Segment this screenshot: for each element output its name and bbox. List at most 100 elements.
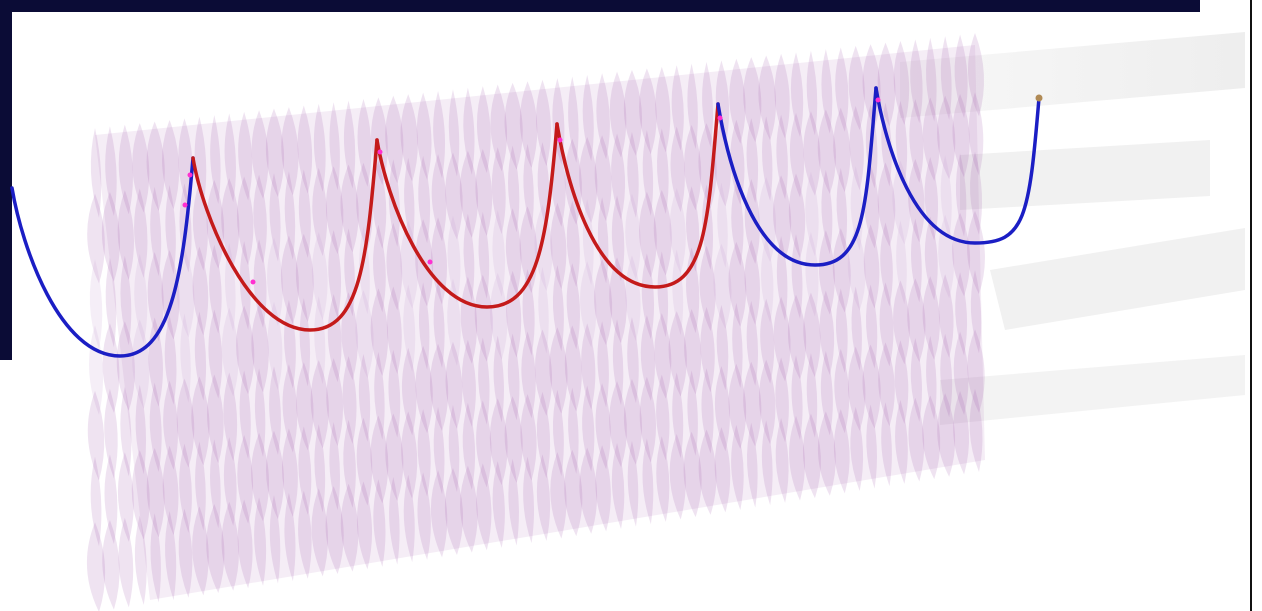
membrane-leaf (340, 483, 359, 572)
membrane-leaf (597, 321, 609, 408)
membrane-leaf (953, 390, 970, 475)
membrane-leaf (564, 325, 582, 412)
membrane-leaf (774, 53, 790, 139)
membrane-leaf (728, 363, 747, 449)
membrane-leaf (117, 452, 134, 542)
membrane-leaf (134, 515, 147, 605)
membrane-leaf (746, 300, 759, 386)
helix-highlight (250, 279, 256, 285)
membrane-leaf (104, 388, 118, 479)
membrane-leaf (653, 189, 672, 276)
membrane-leaf (281, 428, 298, 517)
membrane-leaf (579, 136, 598, 224)
membrane-leaf (150, 513, 161, 603)
membrane-leaf (224, 113, 236, 203)
membrane-leaf (403, 284, 416, 372)
membrane-leaf (639, 376, 657, 463)
membrane-leaf (623, 378, 643, 465)
membrane-leaf (403, 474, 415, 563)
membrane-leaf (714, 427, 731, 513)
membrane-leaf (787, 294, 807, 380)
membrane-leaf (894, 340, 909, 425)
membrane-leaf (448, 89, 460, 177)
membrane-leaf (343, 419, 356, 508)
membrane-leaf (834, 348, 850, 434)
membrane-leaf (297, 105, 313, 194)
membrane-leaf (237, 499, 253, 589)
membrane-leaf (132, 123, 150, 213)
membrane-leaf (672, 249, 684, 336)
membrane-leaf (968, 92, 984, 176)
membrane-leaf (938, 274, 954, 358)
membrane-leaf (417, 472, 431, 560)
membrane-leaf (773, 175, 792, 261)
membrane-leaf (312, 167, 328, 257)
membrane-leaf (401, 411, 418, 499)
membrane-leaf (623, 70, 643, 156)
membrane-leaf (310, 360, 329, 449)
membrane-leaf (895, 400, 908, 484)
membrane-leaf (907, 278, 926, 363)
membrane-leaf (266, 430, 284, 520)
membrane-leaf (552, 389, 564, 477)
membrane-leaf (833, 409, 850, 494)
membrane-leaf (579, 447, 598, 534)
membrane-leaf (656, 374, 670, 461)
membrane-leaf (922, 395, 941, 480)
membrane-leaf (744, 178, 760, 264)
membrane-leaf (116, 321, 135, 411)
membrane-leaf (489, 398, 508, 486)
membrane-leaf (445, 341, 463, 429)
membrane-leaf (476, 463, 492, 551)
membrane-leaf (878, 342, 895, 427)
membrane-leaf (627, 440, 639, 527)
membrane-leaf (967, 329, 985, 413)
membrane-leaf (87, 193, 105, 284)
membrane-leaf (374, 351, 385, 440)
membrane-leaf (581, 323, 596, 410)
membrane-leaf (851, 286, 862, 371)
membrane-leaf (90, 456, 102, 547)
membrane-leaf (284, 171, 296, 260)
membrane-leaf (328, 230, 342, 319)
membrane-leaf (806, 353, 818, 438)
membrane-leaf (251, 432, 270, 522)
membrane-leaf (534, 329, 553, 416)
membrane-leaf (165, 510, 177, 601)
helix-segment (874, 86, 1041, 245)
membrane-leaf (131, 450, 150, 540)
membrane-leaf (732, 302, 743, 388)
membrane-leaf (176, 378, 195, 468)
helix-highlight (717, 115, 723, 121)
membrane-leaf (165, 185, 176, 275)
membrane-leaf (508, 458, 519, 546)
membrane-leaf (806, 50, 818, 136)
membrane-leaf (523, 456, 535, 544)
membrane-leaf (431, 154, 447, 242)
membrane-leaf (908, 158, 925, 243)
membrane-leaf (967, 210, 985, 295)
membrane-leaf (192, 506, 209, 596)
membrane-leaf (191, 376, 210, 466)
membrane-leaf (134, 188, 148, 278)
membrane-leaf (194, 311, 207, 401)
membrane-leaf (298, 490, 312, 579)
membrane-leaf (281, 107, 299, 196)
membrane-leaf (417, 409, 431, 497)
membrane-leaf (314, 296, 326, 385)
membrane-leaf (835, 47, 849, 132)
membrane-leaf (836, 168, 848, 253)
membrane-leaf (476, 86, 491, 174)
membrane-leaf (743, 361, 762, 447)
membrane-leaf (373, 224, 386, 313)
membrane-leaf (821, 49, 833, 134)
membrane-leaf (892, 160, 911, 245)
membrane-leaf (430, 470, 448, 558)
membrane-leaf (877, 42, 896, 127)
membrane-leaf (538, 267, 549, 354)
membrane-leaf (460, 465, 478, 553)
membrane-leaf (877, 162, 896, 247)
membrane-leaf (342, 356, 357, 444)
membrane-leaf (714, 366, 731, 452)
